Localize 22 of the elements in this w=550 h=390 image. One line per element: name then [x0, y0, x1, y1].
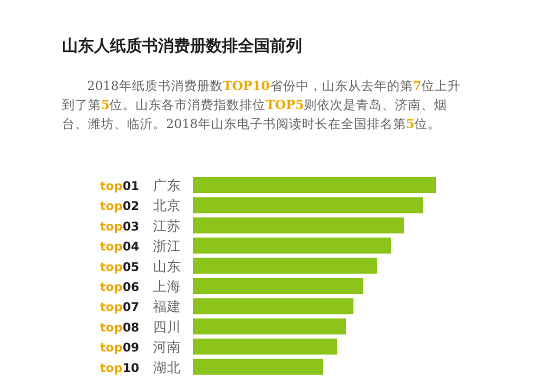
chart-title: 山东人纸质书消费册数排全国前列	[62, 36, 302, 57]
y-tick-label: top05 山东	[100, 258, 181, 275]
y-tick-label: top04 浙江	[100, 238, 181, 255]
bar	[193, 318, 346, 334]
bar	[193, 338, 338, 355]
bar	[193, 197, 424, 214]
bar	[193, 177, 436, 193]
y-tick-label: top10 湖北	[100, 360, 181, 376]
y-tick-label: top09 河南	[100, 340, 181, 356]
bar	[193, 358, 324, 375]
bar	[193, 238, 392, 254]
y-tick-label: top03 江苏	[100, 218, 181, 234]
text: 2018年纸质书消费册数TOP10省份中，山东从去年的第7位上升到了第5位。山东各市消费指数排位TOP5则依次是青岛、济南、烟台、潍坊、临沂。2018年山东电子书阅读时长在全国排名第5位。	[62, 78, 461, 131]
bar	[193, 217, 404, 234]
y-tick-label: top07 福建	[100, 299, 181, 316]
bar	[193, 298, 354, 314]
bar	[193, 258, 377, 274]
y-tick-label: top06 上海	[100, 279, 181, 295]
y-tick-label: top02 北京	[100, 198, 181, 214]
y-tick-label: top01 广东	[100, 178, 181, 194]
y-tick-label: top08 四川	[100, 319, 181, 336]
bar	[193, 278, 364, 294]
